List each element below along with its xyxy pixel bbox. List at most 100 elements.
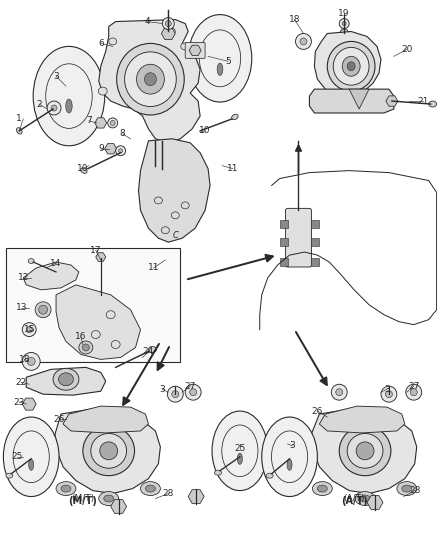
Text: 4: 4 (145, 17, 150, 26)
Ellipse shape (66, 99, 72, 113)
Polygon shape (149, 163, 161, 173)
Text: 1: 1 (16, 115, 22, 124)
FancyBboxPatch shape (7, 248, 180, 362)
Ellipse shape (356, 442, 374, 460)
Ellipse shape (410, 389, 417, 395)
Text: 11: 11 (227, 164, 239, 173)
FancyBboxPatch shape (279, 220, 288, 228)
Ellipse shape (162, 18, 174, 29)
Ellipse shape (4, 417, 59, 497)
Text: 15: 15 (24, 325, 35, 334)
Text: 19: 19 (339, 9, 350, 18)
Ellipse shape (28, 259, 34, 263)
Ellipse shape (35, 302, 51, 318)
FancyBboxPatch shape (279, 258, 288, 266)
FancyBboxPatch shape (279, 238, 288, 246)
Ellipse shape (336, 389, 343, 395)
Text: 13: 13 (15, 303, 27, 312)
Polygon shape (99, 20, 200, 143)
Ellipse shape (339, 19, 349, 29)
Text: 24: 24 (143, 347, 154, 356)
Ellipse shape (22, 322, 36, 336)
Ellipse shape (331, 384, 347, 400)
Polygon shape (23, 262, 79, 290)
Text: 28: 28 (162, 489, 174, 498)
Ellipse shape (6, 473, 13, 478)
Ellipse shape (181, 43, 190, 50)
Polygon shape (55, 409, 160, 494)
Ellipse shape (327, 42, 375, 91)
Ellipse shape (312, 482, 332, 496)
Ellipse shape (33, 46, 105, 146)
Text: 3: 3 (384, 385, 390, 394)
Text: 10: 10 (77, 164, 88, 173)
Text: 28: 28 (409, 486, 420, 495)
Ellipse shape (165, 21, 171, 27)
Ellipse shape (100, 442, 118, 460)
Text: 23: 23 (14, 398, 25, 407)
Ellipse shape (397, 482, 417, 496)
Ellipse shape (190, 389, 197, 395)
Text: 14: 14 (50, 259, 62, 268)
Ellipse shape (333, 47, 369, 85)
Polygon shape (138, 139, 210, 242)
Text: (M/T): (M/T) (68, 496, 97, 505)
Polygon shape (189, 45, 201, 55)
Ellipse shape (172, 391, 179, 398)
Ellipse shape (83, 426, 134, 475)
Ellipse shape (82, 344, 89, 351)
Ellipse shape (117, 43, 184, 115)
Polygon shape (314, 31, 381, 96)
FancyBboxPatch shape (185, 43, 205, 58)
Text: 3: 3 (290, 441, 295, 450)
Ellipse shape (406, 384, 422, 400)
Polygon shape (319, 406, 405, 433)
Ellipse shape (53, 368, 79, 390)
Polygon shape (96, 253, 106, 261)
Ellipse shape (137, 64, 164, 94)
Ellipse shape (347, 433, 383, 468)
Ellipse shape (262, 417, 318, 497)
Text: 18: 18 (18, 355, 30, 364)
Ellipse shape (145, 72, 156, 86)
Ellipse shape (27, 358, 35, 365)
Ellipse shape (217, 63, 223, 75)
Polygon shape (349, 89, 369, 109)
Polygon shape (311, 409, 417, 494)
Polygon shape (105, 143, 117, 154)
Text: 26: 26 (312, 407, 323, 416)
Polygon shape (95, 118, 107, 128)
Text: (A/T): (A/T) (341, 496, 367, 505)
Ellipse shape (119, 149, 123, 153)
Ellipse shape (339, 426, 391, 475)
Text: 6: 6 (98, 39, 104, 48)
Ellipse shape (47, 101, 61, 115)
Ellipse shape (185, 384, 201, 400)
Ellipse shape (287, 459, 292, 470)
Ellipse shape (342, 21, 346, 26)
Ellipse shape (402, 485, 412, 492)
Text: 22: 22 (16, 378, 27, 387)
Text: 12: 12 (18, 273, 29, 282)
Ellipse shape (22, 352, 40, 370)
Text: 20: 20 (401, 45, 413, 54)
Ellipse shape (188, 14, 252, 102)
Ellipse shape (212, 411, 268, 490)
Polygon shape (161, 28, 175, 39)
Text: 5: 5 (225, 57, 231, 66)
FancyBboxPatch shape (286, 208, 311, 267)
Text: 10: 10 (199, 126, 211, 135)
Ellipse shape (296, 34, 311, 50)
Ellipse shape (124, 52, 176, 107)
Ellipse shape (148, 346, 156, 352)
Ellipse shape (429, 101, 437, 107)
Ellipse shape (167, 386, 183, 402)
Text: (M/T): (M/T) (71, 494, 95, 503)
Text: 7: 7 (86, 116, 92, 125)
Text: 11: 11 (148, 263, 159, 272)
Text: 21: 21 (417, 96, 428, 106)
Ellipse shape (266, 473, 273, 478)
Ellipse shape (56, 482, 76, 496)
Polygon shape (309, 89, 394, 113)
Polygon shape (339, 29, 349, 38)
